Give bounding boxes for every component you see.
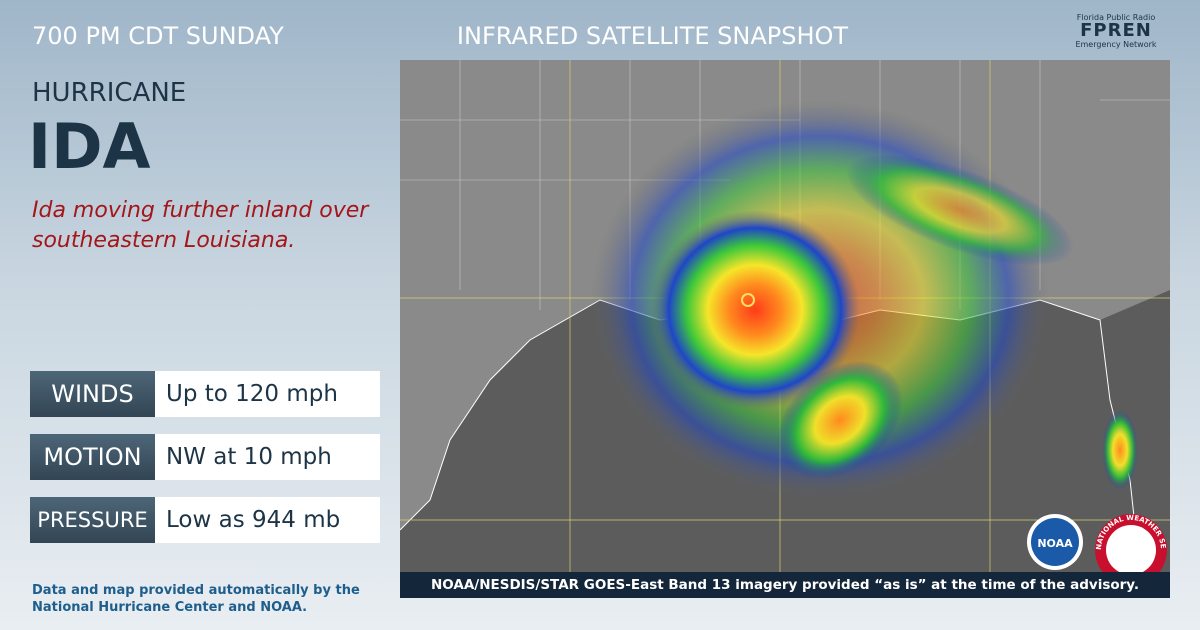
brand-line: Florida Public Radio xyxy=(1076,13,1156,22)
image-caption: NOAA/NESDIS/STAR GOES-East Band 13 image… xyxy=(400,572,1170,598)
noaa-logo: NOAA xyxy=(1027,514,1083,570)
brand-line: Emergency Network xyxy=(1075,40,1157,49)
timestamp: 700 PM CDT SUNDAY xyxy=(32,22,284,50)
satellite-image: NOAA NATIONAL WEATHER SERVICE xyxy=(400,60,1170,572)
eye xyxy=(741,293,755,307)
rain-band xyxy=(1102,410,1138,490)
stat-row: WINDS Up to 120 mph xyxy=(30,371,380,417)
section-title: INFRARED SATELLITE SNAPSHOT xyxy=(456,22,849,50)
stat-value: Low as 944 mb xyxy=(155,497,380,543)
rain-band xyxy=(777,360,903,480)
brand-name: FPREN xyxy=(1080,20,1152,41)
stat-row: MOTION NW at 10 mph xyxy=(30,434,380,480)
storm-type: HURRICANE xyxy=(32,78,187,108)
stat-value: NW at 10 mph xyxy=(155,434,380,480)
stat-value: Up to 120 mph xyxy=(155,371,380,417)
stat-label: WINDS xyxy=(30,371,155,417)
hurricane-core xyxy=(650,210,860,410)
headline: Ida moving further inland over southeast… xyxy=(32,198,369,253)
stat-label: PRESSURE xyxy=(30,497,155,543)
credit: Data and map provided automatically by t… xyxy=(32,583,360,615)
logo-text: NOAA xyxy=(1037,537,1073,550)
brand-logo: Florida Public Radio FPREN Emergency Net… xyxy=(1070,13,1162,49)
storm-name: IDA xyxy=(28,110,151,183)
stat-label: MOTION xyxy=(30,434,155,480)
rain-band xyxy=(846,154,1074,266)
stat-row: PRESSURE Low as 944 mb xyxy=(30,497,380,543)
